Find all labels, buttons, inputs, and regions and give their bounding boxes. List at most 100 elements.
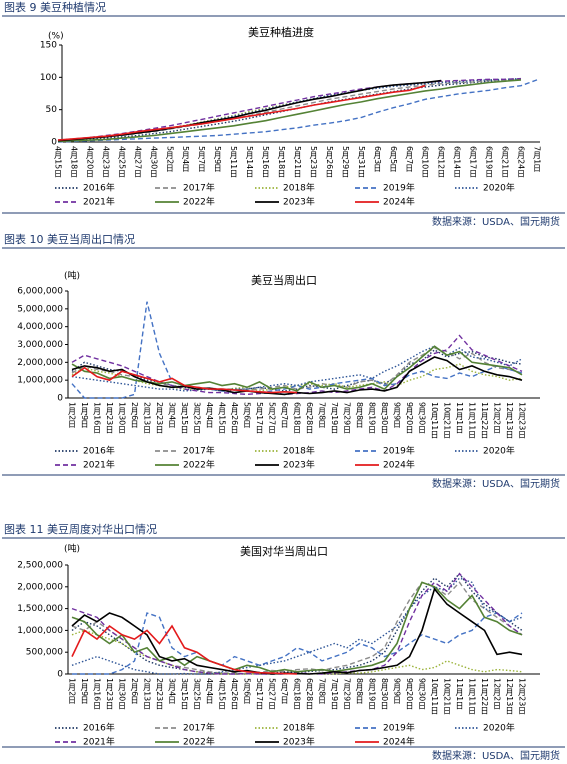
- x-tick-label: 6月19日: [485, 146, 494, 178]
- y-tick-label: 50: [46, 105, 58, 115]
- x-tick-label: 5月17日: [255, 402, 264, 434]
- x-tick-label: 11月22日: [480, 678, 489, 715]
- x-tick-label: 4月26日: [230, 402, 239, 434]
- x-tick-label: 7月19日: [330, 402, 339, 434]
- source: 数据来源：USDA、国元期货: [432, 749, 560, 762]
- y-tick-label: 1,500,000: [17, 604, 63, 614]
- x-tick-label: 11月11日: [468, 402, 477, 439]
- legend-label: 2024年: [383, 736, 415, 748]
- x-tick-label: 8月19日: [368, 402, 377, 434]
- series-line: [71, 572, 523, 675]
- x-tick-label: 5月26日: [325, 146, 334, 178]
- x-tick-label: 2月23日: [155, 402, 164, 434]
- x-tick-label: 9月20日: [405, 402, 414, 434]
- x-tick-label: 6月7日: [280, 402, 289, 429]
- x-tick-label: 7月8日: [318, 678, 327, 705]
- series-line: [71, 629, 523, 675]
- x-tick-label: 1月9日: [80, 402, 89, 429]
- x-tick-label: 6月18日: [293, 678, 302, 710]
- x-tick-label: 4月23日: [101, 146, 110, 178]
- x-tick-label: 2月6日: [130, 402, 139, 429]
- figure-label: 图表 10 美豆当周出口情况: [4, 232, 135, 246]
- series-line: [71, 345, 523, 392]
- x-tick-label: 3月4日: [168, 402, 177, 429]
- series-line: [71, 347, 523, 391]
- x-tick-label: 10月11日: [430, 678, 439, 715]
- x-tick-label: 6月21日: [501, 146, 510, 178]
- series-line: [71, 587, 523, 675]
- x-tick-label: 5月29日: [341, 146, 350, 178]
- x-tick-label: 2月13日: [143, 678, 152, 710]
- series-line: [57, 79, 538, 143]
- x-tick-label: 5月23日: [309, 146, 318, 178]
- x-tick-label: 10月21日: [443, 678, 452, 715]
- x-tick-label: 1月2日: [68, 402, 77, 429]
- x-tick-label: 4月25日: [117, 146, 126, 178]
- y-tick-label: 2,500,000: [17, 561, 63, 571]
- x-tick-label: 5月14日: [245, 146, 254, 178]
- x-tick-label: 5月27日: [268, 678, 277, 710]
- x-tick-label: 5月31日: [357, 146, 366, 178]
- y-unit: (吨): [64, 270, 80, 282]
- y-tick-label: 2,000,000: [17, 582, 63, 592]
- x-tick-label: 3月25日: [193, 678, 202, 710]
- legend-label: 2020年: [483, 182, 515, 194]
- x-tick-label: 9月30日: [418, 678, 427, 710]
- x-tick-label: 4月4日: [205, 678, 214, 705]
- x-tick-label: 6月7日: [405, 146, 414, 173]
- x-tick-label: 5月9日: [213, 146, 222, 173]
- x-tick-label: 1月2日: [68, 678, 77, 705]
- x-tick-label: 9月20日: [405, 678, 414, 710]
- series-line: [71, 363, 523, 392]
- series-line: [57, 78, 522, 143]
- legend-label: 2019年: [383, 722, 415, 734]
- y-tick-label: 150: [40, 41, 57, 51]
- y-tick-label: 5,000,000: [17, 304, 63, 314]
- series-line: [72, 612, 523, 675]
- legend-label: 2019年: [383, 182, 415, 194]
- series-line: [71, 366, 298, 394]
- y-tick-label: 500,000: [26, 648, 63, 658]
- y-unit: (吨): [64, 543, 80, 555]
- legend-label: 2017年: [183, 722, 215, 734]
- y-tick-label: 0: [57, 394, 63, 404]
- legend-label: 2020年: [483, 445, 515, 457]
- x-tick-label: 1月23日: [105, 678, 114, 710]
- y-tick-label: 1,000,000: [17, 376, 63, 386]
- x-tick-label: 9月9日: [393, 678, 402, 705]
- chart-title: 美国对华当周出口: [240, 544, 328, 558]
- x-tick-label: 1月9日: [80, 678, 89, 705]
- y-tick-label: 0: [57, 670, 63, 680]
- x-tick-label: 5月17日: [255, 678, 264, 710]
- source: 数据来源：USDA、国元期货: [432, 477, 560, 490]
- x-tick-label: 10月21日: [443, 402, 452, 439]
- legend-label: 2023年: [283, 459, 315, 471]
- chart-title: 美豆当周出口: [251, 273, 317, 287]
- x-tick-label: 8月30日: [380, 678, 389, 710]
- x-tick-label: 1月23日: [105, 402, 114, 434]
- x-tick-label: 4月15日: [218, 678, 227, 710]
- chart-title: 美豆种植进度: [248, 25, 314, 39]
- x-tick-label: 4月30日: [149, 146, 158, 178]
- x-tick-label: 3月15日: [180, 402, 189, 434]
- legend-label: 2023年: [283, 736, 315, 748]
- x-tick-label: 5月4日: [181, 146, 190, 173]
- y-tick-label: 100: [40, 73, 57, 83]
- legend-label: 2021年: [83, 459, 115, 471]
- x-tick-label: 9月30日: [418, 402, 427, 434]
- x-tick-label: 6月28日: [305, 678, 314, 710]
- legend-label: 2016年: [83, 182, 115, 194]
- series-line: [57, 77, 522, 141]
- legend-label: 2022年: [183, 736, 215, 748]
- x-tick-label: 3月15日: [180, 678, 189, 710]
- x-tick-label: 6月28日: [305, 402, 314, 434]
- x-tick-label: 6月24日: [517, 146, 526, 178]
- legend-label: 2021年: [83, 196, 115, 208]
- x-tick-label: 8月19日: [368, 678, 377, 710]
- x-tick-label: 4月26日: [230, 678, 239, 710]
- legend-label: 2024年: [383, 459, 415, 471]
- x-tick-label: 11月1日: [455, 678, 464, 710]
- x-tick-label: 5月21日: [293, 146, 302, 178]
- x-tick-label: 4月20日: [85, 146, 94, 178]
- y-tick-label: 4,000,000: [17, 322, 63, 332]
